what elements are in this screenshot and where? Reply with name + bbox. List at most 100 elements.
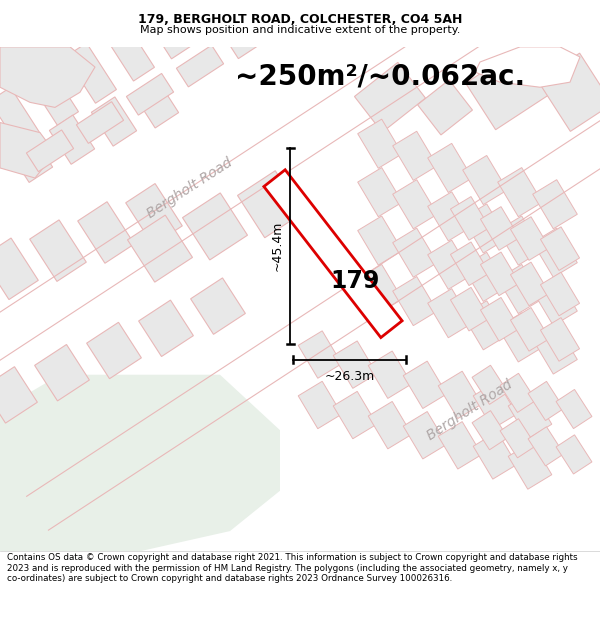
Polygon shape [358, 168, 403, 217]
Polygon shape [541, 272, 580, 316]
Polygon shape [463, 301, 508, 350]
Polygon shape [418, 80, 472, 135]
Polygon shape [128, 215, 193, 282]
Polygon shape [428, 143, 472, 192]
Text: Contains OS data © Crown copyright and database right 2021. This information is : Contains OS data © Crown copyright and d… [7, 554, 578, 583]
Polygon shape [403, 361, 447, 409]
Polygon shape [298, 381, 342, 429]
Polygon shape [533, 179, 577, 229]
Polygon shape [326, 0, 374, 2]
Polygon shape [35, 344, 89, 401]
Polygon shape [556, 389, 592, 429]
Polygon shape [500, 373, 536, 413]
Polygon shape [298, 331, 342, 378]
Polygon shape [481, 298, 520, 341]
Polygon shape [475, 47, 580, 88]
Polygon shape [481, 207, 520, 250]
Polygon shape [451, 288, 490, 331]
Polygon shape [403, 411, 447, 459]
Polygon shape [368, 351, 412, 398]
Polygon shape [538, 53, 600, 131]
Polygon shape [472, 411, 508, 450]
Text: ~26.3m: ~26.3m [325, 369, 374, 382]
Polygon shape [355, 62, 425, 132]
Polygon shape [91, 97, 137, 146]
Polygon shape [428, 240, 472, 289]
Polygon shape [191, 278, 245, 334]
Polygon shape [508, 391, 552, 439]
Polygon shape [497, 216, 542, 265]
Text: 179: 179 [331, 269, 380, 293]
Text: ~250m²/~0.062ac.: ~250m²/~0.062ac. [235, 62, 525, 90]
Polygon shape [182, 193, 247, 260]
Polygon shape [533, 325, 577, 374]
Polygon shape [333, 391, 377, 439]
Polygon shape [528, 427, 564, 466]
Polygon shape [463, 253, 508, 301]
Polygon shape [30, 220, 86, 281]
Polygon shape [49, 115, 95, 164]
Polygon shape [238, 171, 302, 238]
Text: Bergholt Road: Bergholt Road [145, 155, 235, 221]
Polygon shape [0, 367, 37, 423]
Polygon shape [511, 262, 550, 306]
Polygon shape [0, 238, 38, 299]
Polygon shape [264, 170, 402, 338]
Polygon shape [133, 79, 179, 128]
Polygon shape [76, 102, 124, 143]
Polygon shape [511, 217, 550, 261]
Polygon shape [473, 432, 517, 479]
Polygon shape [497, 168, 542, 217]
Polygon shape [392, 179, 437, 229]
Polygon shape [541, 318, 580, 361]
Polygon shape [473, 381, 517, 429]
Polygon shape [392, 276, 437, 326]
Polygon shape [179, 0, 230, 37]
Polygon shape [333, 341, 377, 388]
Polygon shape [500, 419, 536, 458]
Polygon shape [451, 197, 490, 240]
Polygon shape [0, 47, 95, 108]
Polygon shape [438, 371, 482, 419]
Polygon shape [497, 313, 542, 362]
Polygon shape [358, 264, 403, 314]
Polygon shape [139, 300, 193, 356]
Text: ~45.4m: ~45.4m [271, 221, 284, 271]
Polygon shape [528, 381, 564, 421]
Polygon shape [472, 365, 508, 404]
Polygon shape [451, 242, 490, 286]
Polygon shape [368, 401, 412, 449]
Polygon shape [392, 131, 437, 181]
Polygon shape [176, 45, 224, 87]
Polygon shape [466, 45, 554, 130]
Polygon shape [277, 0, 323, 31]
Polygon shape [7, 133, 53, 182]
Polygon shape [28, 65, 79, 126]
Polygon shape [26, 130, 74, 172]
Polygon shape [358, 119, 403, 168]
Polygon shape [65, 43, 116, 103]
Polygon shape [508, 442, 552, 489]
Polygon shape [463, 204, 508, 253]
Polygon shape [541, 227, 580, 271]
Polygon shape [428, 192, 472, 241]
Polygon shape [0, 375, 280, 551]
Polygon shape [226, 17, 274, 59]
Polygon shape [0, 122, 55, 178]
Polygon shape [0, 88, 40, 148]
Polygon shape [463, 156, 508, 204]
Polygon shape [556, 435, 592, 474]
Polygon shape [392, 228, 437, 278]
Polygon shape [533, 228, 577, 278]
Polygon shape [142, 0, 193, 59]
Text: Map shows position and indicative extent of the property.: Map shows position and indicative extent… [140, 25, 460, 35]
Polygon shape [86, 322, 142, 379]
Polygon shape [481, 252, 520, 296]
Polygon shape [127, 74, 173, 115]
Polygon shape [428, 289, 472, 338]
Polygon shape [511, 308, 550, 351]
Text: Bergholt Road: Bergholt Road [425, 378, 515, 443]
Polygon shape [78, 202, 134, 263]
Polygon shape [438, 422, 482, 469]
Polygon shape [126, 184, 182, 245]
